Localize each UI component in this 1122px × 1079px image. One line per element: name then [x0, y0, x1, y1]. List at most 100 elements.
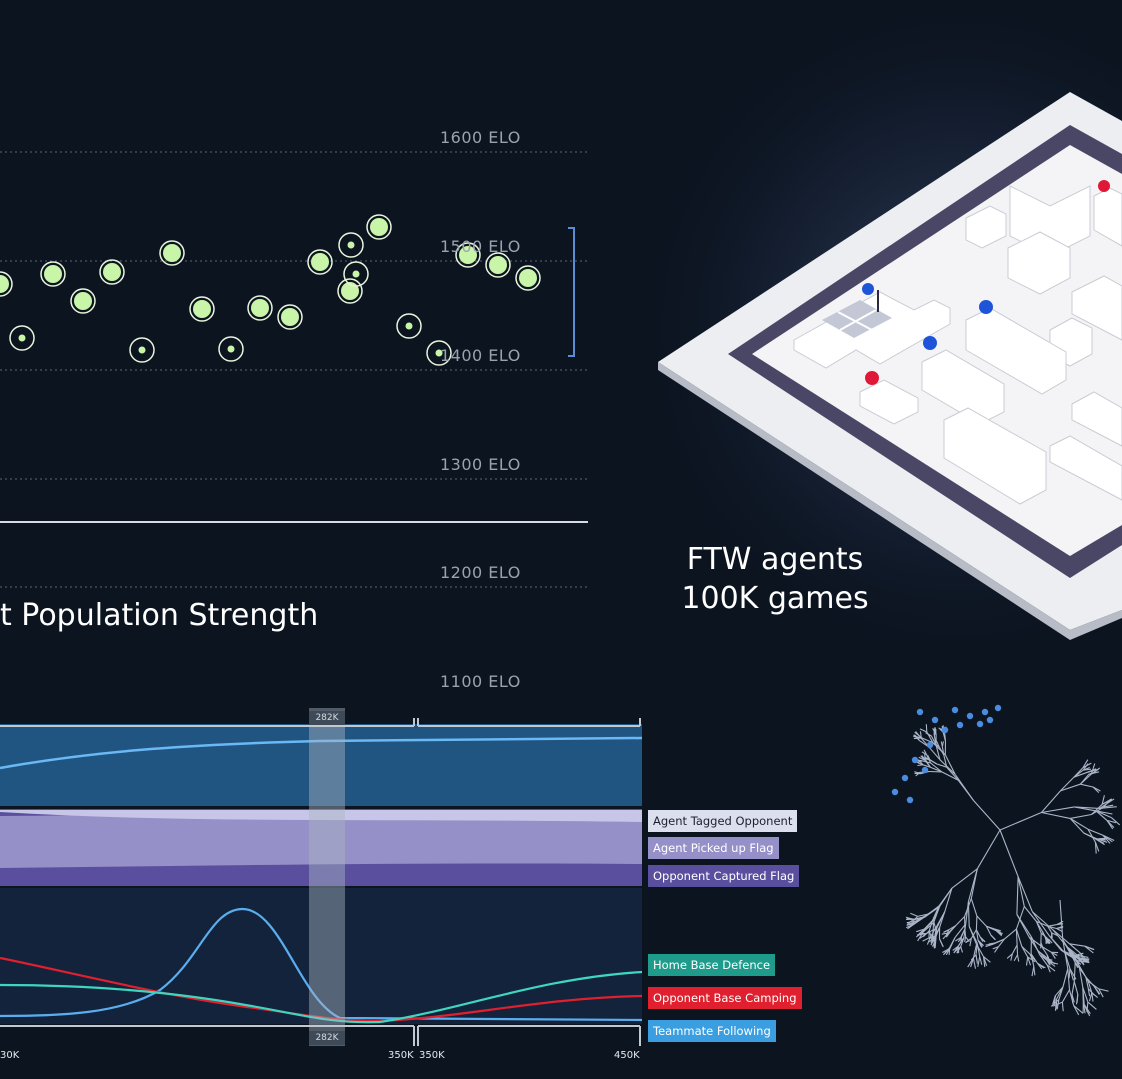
tree-branch: [932, 742, 946, 756]
tree-branch: [1015, 906, 1025, 930]
tree-branch: [926, 754, 932, 764]
tree-branch: [1085, 976, 1089, 989]
tree-branch: [945, 931, 951, 938]
tree-branch: [1061, 989, 1070, 1003]
tree-branch: [982, 956, 986, 968]
tree-branch: [952, 945, 959, 951]
agent-dot: [347, 241, 355, 249]
tree-branch: [951, 868, 978, 889]
tree-branch: [1091, 992, 1098, 999]
tree-branch: [914, 915, 926, 924]
agent-dot-ring: [189, 296, 215, 322]
tree-branch: [1060, 783, 1081, 792]
tree-branch: [1062, 968, 1069, 987]
tree-branch: [992, 946, 999, 950]
tree-branch: [1056, 999, 1060, 1010]
tree-branch: [1080, 783, 1094, 788]
tree-branch: [977, 956, 981, 967]
tree-branch: [988, 942, 995, 945]
tree-branch: [1073, 1005, 1080, 1016]
tree-branch: [1047, 926, 1053, 934]
elo-label-1600: 1600 ELO: [440, 128, 521, 147]
tree-branch: [917, 764, 924, 767]
tree-branch: [1027, 956, 1032, 966]
blue-agent-icon: [923, 336, 937, 350]
agent-dot: [103, 263, 121, 281]
tree-branch: [905, 916, 915, 921]
tree-branch: [1025, 956, 1029, 966]
tree-branch: [907, 922, 916, 925]
tree-branch: [914, 731, 923, 739]
agent-dots: [0, 214, 541, 366]
tree-branch: [985, 926, 992, 936]
tree-branch: [917, 913, 928, 917]
tree-branch: [960, 946, 964, 953]
agent-dot: [227, 345, 235, 353]
agent-dot-ring: [485, 252, 511, 278]
tree-node-dot: [976, 720, 984, 728]
tree-branch: [939, 911, 946, 928]
tree-branch: [1087, 1001, 1097, 1010]
tree-node-dot: [966, 712, 974, 720]
tree-branch: [1073, 767, 1084, 778]
tree-branch: [1091, 992, 1094, 1002]
ftw-games-label: 100K games: [681, 581, 869, 616]
tree-branch: [1023, 906, 1037, 922]
tree-branch: [930, 766, 943, 773]
tree-branch: [932, 920, 937, 932]
tree-branch: [1031, 966, 1035, 977]
agent-dot: [0, 275, 9, 293]
tree-branch: [1078, 965, 1084, 988]
agent-dot: [138, 346, 146, 354]
tree-branch: [976, 915, 987, 927]
tree-node-dot: [931, 716, 939, 724]
tree-branch: [933, 729, 937, 736]
tree-branch: [1021, 946, 1031, 955]
tree-branch: [942, 732, 947, 742]
tree-branch: [920, 755, 926, 761]
tree-branch: [1087, 980, 1100, 990]
tree-branch: [913, 735, 922, 739]
tree-branch: [1101, 795, 1105, 805]
activation-band: [0, 724, 642, 806]
agent-dot: [405, 322, 413, 330]
tree-branch: [1082, 987, 1084, 1004]
tree-branch: [1056, 928, 1063, 932]
tree-branch: [970, 898, 978, 917]
tree-branch: [1027, 956, 1036, 963]
legend-opponent-captured-flag: Opponent Captured Flag: [648, 865, 800, 887]
tree-branch: [922, 936, 931, 942]
tree-branch: [970, 868, 978, 899]
tree-branch: [1052, 1001, 1063, 1007]
tree-branch: [1004, 928, 1017, 940]
maze-walls: [793, 185, 1122, 505]
agent-dot-ring: [396, 313, 422, 339]
tree-branch: [1041, 811, 1071, 819]
tree-branch: [924, 754, 927, 760]
tree-branch: [1016, 914, 1032, 938]
tree-branch: [970, 954, 977, 961]
agent-dot-ring: [70, 288, 96, 314]
tree-branch: [1082, 762, 1092, 769]
tree-branch: [1098, 988, 1109, 992]
tree-branch: [964, 936, 967, 943]
tree-branch: [957, 937, 965, 947]
tree-branch: [928, 746, 941, 761]
agent-dot: [311, 253, 329, 271]
agent-dot: [370, 218, 388, 236]
home-defence-curve: [0, 970, 643, 1024]
tree-branch: [938, 938, 944, 947]
tree-branch: [1016, 876, 1019, 915]
tree-branch: [998, 938, 1005, 948]
tree-branch: [1090, 763, 1096, 775]
tree-node-dot: [921, 766, 929, 774]
tree-node-dot: [911, 756, 919, 764]
tick-label-350k-a: 350K: [388, 1050, 414, 1061]
tree-node-dot: [906, 796, 914, 804]
tree-branch: [1013, 954, 1018, 962]
tree-branch: [1088, 992, 1093, 1002]
agent-dot: [18, 334, 26, 342]
tree-branch: [930, 762, 943, 773]
tree-node-dot: [901, 774, 909, 782]
tree-branch: [1087, 988, 1091, 997]
